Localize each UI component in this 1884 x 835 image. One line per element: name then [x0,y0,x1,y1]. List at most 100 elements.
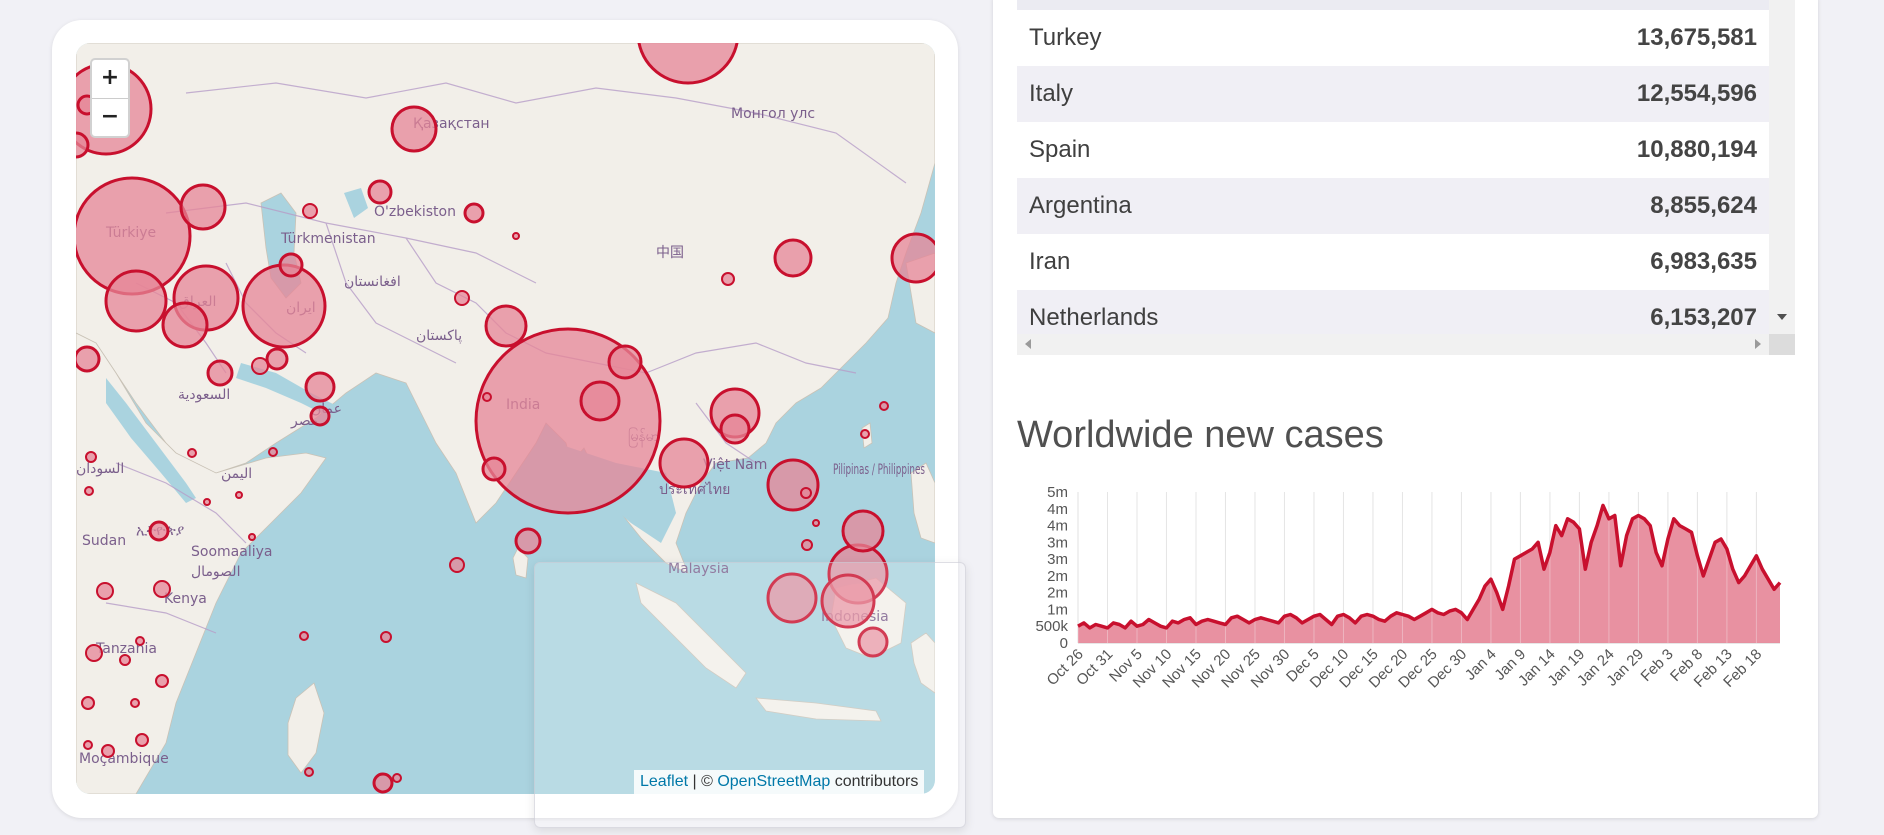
case-marker[interactable] [372,772,394,794]
case-marker[interactable] [155,674,169,688]
chart-title: Worldwide new cases [1017,414,1384,456]
case-marker[interactable] [304,767,314,777]
case-marker[interactable] [235,491,243,499]
country-name: Netherlands [1029,304,1159,331]
scroll-right-arrow-icon[interactable] [1755,339,1761,349]
case-marker[interactable] [265,347,289,371]
y-tick-label: 4m [1047,518,1068,535]
map-place-label: پاکستان [416,328,462,344]
case-marker[interactable] [101,744,115,758]
case-marker[interactable] [206,359,234,387]
table-row[interactable]: Italy 12,554,596 [1017,66,1769,122]
table-horizontal-scrollbar[interactable] [1017,334,1769,355]
case-marker[interactable] [481,456,507,482]
case-marker[interactable] [390,105,438,153]
case-marker[interactable] [179,183,227,231]
case-marker[interactable] [879,401,889,411]
case-marker[interactable] [104,269,168,333]
y-tick-label: 0 [1060,635,1068,652]
case-marker[interactable] [130,698,140,708]
case-marker[interactable] [860,429,870,439]
case-marker[interactable] [766,458,820,512]
table-vertical-scrollbar[interactable] [1769,0,1795,355]
case-marker[interactable] [721,272,735,286]
openstreetmap-link[interactable]: OpenStreetMap [717,773,831,790]
y-tick-label: 2m [1047,585,1068,602]
case-marker[interactable] [820,573,876,629]
case-marker[interactable] [85,644,103,662]
map-markers [76,43,935,794]
case-marker[interactable] [392,773,402,783]
case-count: 13,675,581 [1636,24,1757,51]
case-marker[interactable] [463,202,485,224]
map-place-label: Pilipinas / Philippines [833,462,925,478]
y-tick-label: 2m [1047,568,1068,585]
case-marker[interactable] [241,263,327,349]
scroll-left-arrow-icon[interactable] [1025,339,1031,349]
red-sea [106,378,196,503]
case-marker[interactable] [454,290,470,306]
map-place-label: السودان [76,461,124,477]
case-marker[interactable] [119,654,131,666]
case-marker[interactable] [449,557,465,573]
map-place-label: افغانستان [344,274,401,290]
case-marker[interactable] [812,519,820,527]
case-marker[interactable] [135,636,145,646]
country-cases-table[interactable]: Turkey 13,675,581 Italy 12,554,596 Spain… [1017,0,1769,355]
case-marker[interactable] [367,179,393,205]
case-marker[interactable] [278,252,304,278]
case-marker[interactable] [637,43,739,85]
aral-sea [344,188,368,218]
case-marker[interactable] [658,437,710,489]
case-marker[interactable] [83,740,93,750]
case-marker[interactable] [801,539,813,551]
case-marker[interactable] [766,572,818,624]
case-marker[interactable] [512,232,520,240]
case-marker[interactable] [607,344,643,380]
map-place-label: Moçambique [79,751,169,767]
zoom-out-button[interactable]: − [100,104,120,129]
table-row[interactable]: Argentina 8,855,624 [1017,178,1769,234]
map-place-label: Soomaaliya [191,544,272,560]
case-marker[interactable] [76,345,101,373]
table-row[interactable]: Turkey 13,675,581 [1017,10,1769,66]
leaflet-link[interactable]: Leaflet [640,773,689,790]
case-marker[interactable] [719,413,751,445]
case-marker[interactable] [890,232,935,284]
case-marker[interactable] [482,392,492,402]
case-marker[interactable] [514,527,542,555]
map-place-label: Kenya [164,591,207,607]
case-marker[interactable] [484,304,528,348]
case-marker[interactable] [135,733,149,747]
case-marker[interactable] [800,487,812,499]
cases-map[interactable]: Қазақстан Монгол улс O'zbekiston Türkmenist… [76,43,935,794]
scroll-down-arrow-icon[interactable] [1777,314,1787,320]
map-place-label: السعودية [178,387,230,403]
table-row[interactable]: Spain 10,880,194 [1017,122,1769,178]
case-marker[interactable] [85,451,97,463]
case-marker[interactable] [76,131,90,159]
case-marker[interactable] [96,582,114,600]
case-marker[interactable] [773,238,813,278]
case-marker[interactable] [153,580,171,598]
case-marker[interactable] [187,448,197,458]
case-marker[interactable] [841,509,885,553]
case-marker[interactable] [161,301,209,349]
case-marker[interactable] [299,631,309,641]
case-marker[interactable] [148,520,170,542]
case-marker[interactable] [268,447,278,457]
case-marker[interactable] [304,371,336,403]
case-marker[interactable] [81,696,95,710]
case-marker[interactable] [84,486,94,496]
case-marker[interactable] [579,380,621,422]
case-marker[interactable] [248,533,256,541]
zoom-in-button[interactable]: + [92,60,128,99]
new-cases-line [1077,503,1782,630]
case-marker[interactable] [302,203,318,219]
case-marker[interactable] [380,631,392,643]
case-marker[interactable] [309,405,331,427]
case-marker[interactable] [203,498,211,506]
case-marker[interactable] [857,626,889,658]
map-place-label: الصومال [191,564,240,580]
table-row[interactable]: Iran 6,983,635 [1017,234,1769,290]
